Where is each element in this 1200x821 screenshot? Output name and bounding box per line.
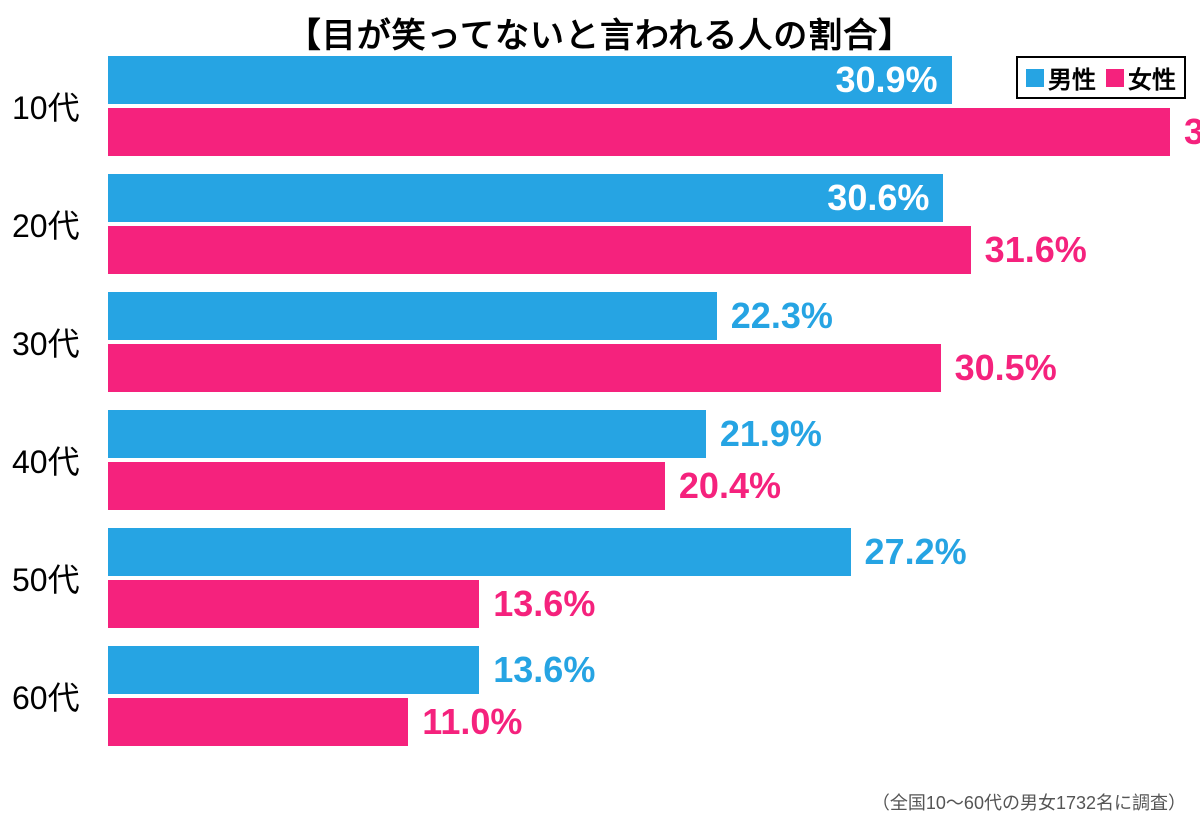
chart-caption: （全国10～60代の男女1732名に調査） [872, 789, 1186, 815]
bar-male: 22.3% [108, 292, 717, 340]
category-label: 50代 [0, 555, 108, 601]
bar-group: 10代 30.9% 38.9% [0, 56, 1200, 156]
bar-row: 11.0% [108, 698, 1200, 746]
value-label: 27.2% [851, 531, 981, 573]
bar-female: 11.0% [108, 698, 408, 746]
bars-container: 27.2%13.6% [108, 528, 1200, 628]
category-label: 30代 [0, 319, 108, 365]
bar-group: 50代27.2%13.6% [0, 528, 1200, 628]
value-label: 11.0% [408, 701, 536, 743]
bars-container: 22.3%30.5% [108, 292, 1200, 392]
bar-row: 30.9% [108, 56, 1200, 104]
category-label: 20代 [0, 201, 108, 247]
bar-male: 30.6% [108, 174, 943, 222]
chart-area: 10代30.9%38.9%20代30.6%31.6%30代22.3%30.5%4… [0, 56, 1200, 791]
value-label: 21.9% [706, 413, 836, 455]
bars-container: 13.6%11.0% [108, 646, 1200, 746]
bar-female: 13.6% [108, 580, 479, 628]
bar-row: 20.4% [108, 462, 1200, 510]
bar-male: 13.6% [108, 646, 479, 694]
chart-title: 【目が笑ってないと言われる人の割合】 [0, 0, 1200, 57]
bar-group: 60代13.6%11.0% [0, 646, 1200, 746]
bar-row: 38.9% [108, 108, 1200, 156]
bar-group: 20代 30.6% 31.6% [0, 174, 1200, 274]
bar-female: 30.5% [108, 344, 941, 392]
bar-male: 21.9% [108, 410, 706, 458]
value-label: 30.5% [941, 347, 1071, 389]
bar-female: 20.4% [108, 462, 665, 510]
bar-group: 40代21.9%20.4% [0, 410, 1200, 510]
value-label: 22.3% [717, 295, 847, 337]
bar-row: 13.6% [108, 580, 1200, 628]
value-label: 30.6% [813, 177, 943, 219]
category-label: 60代 [0, 673, 108, 719]
bar-row: 27.2% [108, 528, 1200, 576]
bars-container: 21.9%20.4% [108, 410, 1200, 510]
bar-male: 27.2% [108, 528, 851, 576]
bar-row: 30.6% [108, 174, 1200, 222]
value-label: 31.6% [971, 229, 1101, 271]
bar-row: 13.6% [108, 646, 1200, 694]
bar-female: 31.6% [108, 226, 971, 274]
category-label: 10代 [0, 83, 108, 129]
bar-row: 30.5% [108, 344, 1200, 392]
bar-row: 21.9% [108, 410, 1200, 458]
value-label: 13.6% [479, 649, 609, 691]
category-label: 40代 [0, 437, 108, 483]
value-label: 30.9% [821, 59, 951, 101]
value-label: 20.4% [665, 465, 795, 507]
value-label: 38.9% [1170, 111, 1200, 153]
bar-group: 30代22.3%30.5% [0, 292, 1200, 392]
bar-row: 31.6% [108, 226, 1200, 274]
bar-female: 38.9% [108, 108, 1170, 156]
bars-container: 30.9% 38.9% [108, 56, 1200, 156]
bar-row: 22.3% [108, 292, 1200, 340]
bar-male: 30.9% [108, 56, 952, 104]
bars-container: 30.6% 31.6% [108, 174, 1200, 274]
value-label: 13.6% [479, 583, 609, 625]
